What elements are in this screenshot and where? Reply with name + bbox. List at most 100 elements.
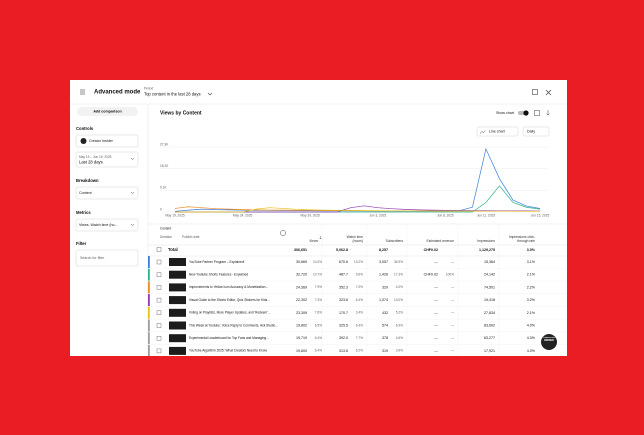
chart-type-icon (479, 130, 486, 134)
row-cell: 6.4% (356, 323, 363, 327)
show-chart-label: Show chart (496, 111, 514, 115)
column-header-wrap: Impressions click-through rate (508, 235, 535, 243)
filter-heading: Filter (76, 241, 87, 246)
column-header[interactable]: Subscribers (385, 239, 403, 243)
row-cell: 4.0% (527, 323, 536, 327)
row-checkbox[interactable] (156, 323, 162, 328)
row-checkbox[interactable] (156, 336, 162, 341)
row-cell: 325.5 (339, 323, 348, 327)
row-cell: 670.6 (339, 260, 348, 264)
export-icon[interactable] (534, 110, 540, 116)
row-cell: 83,692 (484, 323, 495, 327)
column-header[interactable]: Watch time (hours) (346, 235, 363, 243)
video-title: Voting on Playlists, More Player Updates… (189, 311, 271, 315)
series-line (175, 207, 540, 213)
column-header[interactable]: Views (309, 239, 318, 243)
metrics-select[interactable] (75, 218, 139, 232)
add-comparison-label: Add comparison (93, 110, 121, 114)
row-cell: 9.6% (356, 273, 363, 277)
breakdown-value: Content (79, 191, 92, 195)
row-cell: 7.3% (315, 298, 322, 302)
section-title: Views by Content (160, 110, 202, 116)
date-chevron (130, 157, 135, 160)
add-column-button[interactable] (280, 230, 286, 236)
interval-select[interactable] (522, 126, 550, 137)
row-cell: 32,720 (296, 273, 307, 277)
menu-icon[interactable] (80, 89, 85, 95)
row-cell: — (434, 323, 438, 327)
period-value[interactable]: Top content in the last 28 days (144, 92, 201, 97)
row-cell: 329 (382, 285, 388, 289)
row-cell: CHF0.02 (424, 273, 438, 277)
row-cell: — (451, 323, 455, 327)
filter-input[interactable] (75, 249, 139, 267)
add-comparison-button[interactable] (77, 107, 138, 116)
total-cell: 8,257 (379, 248, 388, 252)
column-header[interactable]: Impressions click-through rate (508, 235, 535, 243)
row-cell: 10.0% (313, 260, 322, 264)
row-thumbnail (169, 308, 186, 317)
row-cell: 100% (446, 273, 454, 277)
row-cell: — (434, 336, 438, 340)
row-cell: 24,142 (484, 273, 495, 277)
column-header[interactable]: Estimated revenue (426, 239, 455, 243)
row-cell: 24,369 (296, 285, 307, 289)
row-cell: 6.2% (356, 349, 363, 353)
row-color-bar (148, 319, 150, 332)
channel-select[interactable] (75, 134, 139, 148)
video-title: New Youtube Shorts Features - Explained (189, 273, 248, 277)
column-header[interactable]: Impressions (477, 239, 495, 243)
row-cell: 19,418 (484, 298, 495, 302)
row-cell: 7.6% (315, 311, 322, 315)
row-checkbox[interactable] (156, 348, 162, 354)
toggle-knob (523, 110, 529, 116)
row-cell: 19,802 (296, 323, 307, 327)
metrics-heading: Metrics (76, 210, 91, 215)
row-cell: 2.1% (527, 273, 536, 277)
total-cell: 5,062.8 (336, 248, 348, 252)
row-checkbox[interactable] (156, 259, 162, 265)
download-icon[interactable] (546, 110, 550, 116)
row-cell: 378 (382, 336, 388, 340)
row-cell: 4.3% (527, 336, 536, 340)
content-header: Content (160, 226, 171, 230)
row-cell: 487.7 (339, 273, 348, 277)
row-cell: — (451, 336, 455, 340)
row-cell: 7.9% (315, 285, 322, 289)
x-tick-label: Jun 11, 2025 (477, 213, 495, 217)
row-cell: 6.4% (356, 298, 363, 302)
row-cell: 74,501 (484, 285, 495, 289)
row-checkbox[interactable] (156, 297, 162, 303)
row-cell: 6.4% (315, 336, 322, 340)
row-cell: 23,309 (296, 311, 307, 315)
layout-icon[interactable] (532, 89, 538, 95)
total-label: Total (168, 247, 178, 252)
row-color-bar (148, 281, 150, 294)
row-thumbnail (169, 346, 186, 355)
chart-type-value: Line chart (489, 130, 505, 134)
period-chevron[interactable] (207, 92, 213, 96)
row-thumbnail (169, 258, 186, 266)
close-icon[interactable] (545, 89, 552, 96)
row-checkbox[interactable] (156, 285, 162, 290)
badge-text: CREATOR INSIDER (543, 337, 555, 342)
filter-placeholder: Search for filter (80, 256, 105, 260)
row-cell: 323.6 (339, 298, 348, 302)
row-cell: 3.2% (527, 298, 536, 302)
column-header-wrap: Views (309, 239, 318, 243)
breakdown-select[interactable] (75, 186, 139, 200)
chart-type-select[interactable] (476, 126, 519, 137)
row-cell: 432 (382, 311, 388, 315)
row-cell: 392.0 (339, 336, 348, 340)
row-checkbox[interactable] (156, 310, 162, 315)
row-cell: — (451, 298, 455, 302)
breakdown-heading: Breakdown (76, 178, 99, 183)
total-checkbox[interactable] (156, 247, 162, 252)
row-cell: 319 (382, 349, 388, 353)
interval-value: Daily (527, 130, 535, 134)
column-header-wrap: Subscribers (385, 239, 403, 243)
date-select[interactable] (75, 151, 139, 168)
controls-heading: Controls (76, 126, 94, 131)
row-checkbox[interactable] (156, 272, 162, 277)
metrics-chevron (130, 223, 135, 226)
